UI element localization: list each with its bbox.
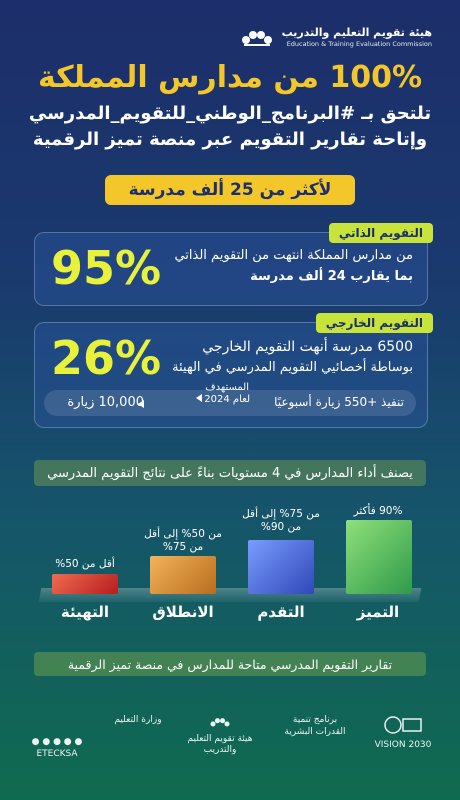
level-excellence-range: 90% فأكثر bbox=[353, 505, 403, 517]
arrow-left-icon bbox=[138, 400, 144, 408]
external-evaluation-tag: التقويم الخارجي bbox=[315, 313, 433, 333]
target-visits: 10,000 زيارة bbox=[67, 395, 144, 410]
schools-count-badge: لأكثر من 25 ألف مدرسة bbox=[105, 175, 355, 205]
self-evaluation-line-2: بما يقارب 24 ألف مدرسة bbox=[250, 268, 413, 284]
external-evaluation-percent: 26% bbox=[51, 331, 162, 385]
etec-logo-icon bbox=[210, 718, 230, 727]
target-year: لعام 2024 bbox=[204, 394, 250, 405]
vision-2030-text: VISION 2030 bbox=[374, 739, 432, 750]
headline-title: 100% من مدارس المملكة bbox=[37, 60, 423, 95]
footer-note: تقارير التقويم المدرسي متاحة للمدارس في … bbox=[34, 652, 426, 676]
hcdp-logo: برنامج تنمية القدرات البشرية bbox=[284, 715, 346, 737]
brand-header: هيئة تقويم التعليم والتدريب Education & … bbox=[240, 26, 432, 48]
social-handle-text: ETECKSA bbox=[36, 748, 78, 759]
etec-footer-logo: هيئة تقويم التعليم والتدريب bbox=[180, 715, 260, 757]
self-evaluation-card: التقويم الذاتي 95% من مدارس المملكة انته… bbox=[34, 223, 433, 306]
etec-logo-icon bbox=[241, 31, 272, 46]
level-progress-block bbox=[248, 540, 314, 594]
external-evaluation-line-1: 6500 مدرسة أنهت التقويم الخارجي bbox=[202, 339, 413, 355]
level-launch-range: من 50% إلى أقل من 75% bbox=[144, 528, 222, 554]
level-launch-label: الانطلاق bbox=[152, 603, 214, 621]
external-evaluation-card: التقويم الخارجي 26% 6500 مدرسة أنهت التق… bbox=[34, 313, 433, 428]
headline: 100% من مدارس المملكة تلتحق بـ #البرنامج… bbox=[0, 60, 460, 153]
partner-logos: VISION 2030 برنامج تنمية القدرات البشرية… bbox=[0, 715, 460, 765]
etec-footer-text: هيئة تقويم التعليم والتدريب bbox=[187, 733, 253, 756]
brand-subtitle: Education & Training Evaluation Commissi… bbox=[286, 39, 432, 48]
self-evaluation-tag: التقويم الذاتي bbox=[328, 223, 433, 243]
vision-2030-logo: VISION 2030 bbox=[368, 715, 438, 751]
level-excellence-label: التميز bbox=[356, 603, 400, 621]
level-launch-block bbox=[150, 556, 216, 594]
self-evaluation-percent: 95% bbox=[51, 241, 162, 295]
headline-line-2: وإتاحة تقارير التقويم عبر منصة تميز الرق… bbox=[32, 129, 428, 151]
level-progress-label: التقدم bbox=[257, 603, 305, 621]
external-evaluation-line-2: بوساطة أخصائيي التقويم المدرسي في الهيئة bbox=[172, 360, 413, 376]
level-progress-range: من 75% إلى أقل من 90% bbox=[242, 508, 320, 534]
social-handle: ● ● ● ● ● ETECKSA bbox=[22, 737, 92, 760]
visits-strip: تنفيذ +550 زيارة أسبوعيًا المستهدف لعام … bbox=[44, 382, 416, 416]
weekly-visits: تنفيذ +550 زيارة أسبوعيًا bbox=[274, 395, 404, 409]
social-icons: ● ● ● ● ● bbox=[31, 737, 83, 747]
target-visits-value: 10,000 زيارة bbox=[67, 395, 144, 410]
moe-logo: وزارة التعليم bbox=[114, 715, 162, 725]
vision-2030-icon bbox=[384, 716, 422, 734]
target-label: المستهدف bbox=[205, 382, 250, 393]
level-preparation-label: التهيئة bbox=[60, 603, 110, 621]
headline-line-1: تلتحق بـ #البرنامج_الوطني_للتقويم_المدرس… bbox=[28, 103, 432, 124]
level-preparation-range: أقل من 50% bbox=[55, 558, 115, 570]
arrow-left-icon bbox=[196, 394, 203, 402]
levels-title: يصنف أداء المدارس في 4 مستويات بناءً على… bbox=[34, 460, 426, 486]
level-excellence-block bbox=[346, 520, 412, 594]
self-evaluation-line-1: من مدارس المملكة انتهت من التقويم الذاتي bbox=[174, 248, 413, 263]
brand-name: هيئة تقويم التعليم والتدريب bbox=[281, 26, 432, 40]
level-preparation-block bbox=[52, 574, 118, 594]
